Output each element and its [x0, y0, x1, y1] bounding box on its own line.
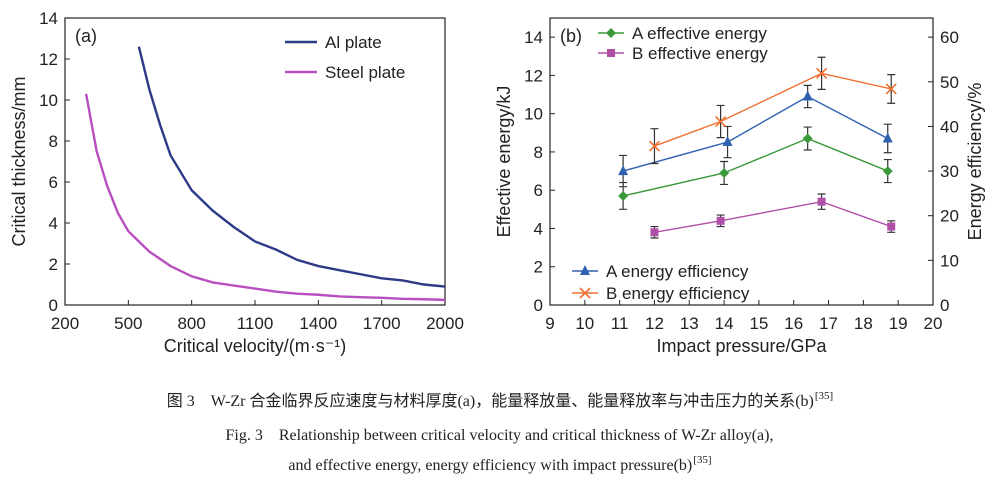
marker [719, 167, 730, 178]
y-tick-label: 0 [534, 296, 543, 315]
y2-axis-label: Energy efficiency/% [965, 83, 985, 241]
y-tick-label: 4 [534, 219, 543, 238]
marker [715, 115, 727, 128]
x-tick-label: 1400 [299, 314, 337, 333]
marker [579, 287, 591, 299]
x-tick-label: 2000 [426, 314, 464, 333]
y-tick-label: 14 [524, 28, 543, 47]
x-tick-label: 15 [749, 314, 768, 333]
legend-label: B energy efficiency [606, 284, 750, 303]
legend-label: A effective energy [632, 24, 767, 43]
marker [618, 190, 629, 201]
legend-label: Steel plate [325, 63, 405, 82]
y-tick-label: 8 [49, 132, 58, 151]
marker [650, 228, 659, 237]
plot-frame [549, 17, 934, 306]
series-line [622, 137, 888, 197]
series-line [137, 46, 446, 288]
series-line [622, 95, 889, 172]
marker [885, 83, 897, 95]
panel-label: (b) [560, 26, 582, 46]
marker [716, 216, 725, 225]
y-tick-label: 8 [534, 143, 543, 162]
marker [606, 28, 616, 38]
y-tick-label: 6 [534, 181, 543, 200]
x-axis-label: Impact pressure/GPa [656, 336, 827, 356]
marker [887, 222, 896, 231]
series-line [654, 72, 892, 147]
marker [648, 140, 661, 152]
x-tick-label: 10 [575, 314, 594, 333]
marker [882, 132, 893, 143]
caption-ref: [35] [693, 454, 711, 466]
plot-frame [64, 17, 446, 306]
x-tick-label: 13 [680, 314, 699, 333]
caption-line: 图 3 W-Zr 合金临界反应速度与材料厚度(a)，能量释放量、能量释放率与冲击… [167, 391, 814, 410]
marker [580, 265, 590, 275]
series-line [654, 200, 892, 233]
y2-tick-label: 60 [940, 28, 959, 47]
x-tick-label: 18 [854, 314, 873, 333]
marker [816, 67, 828, 79]
caption-line: and effective energy, energy efficiency … [288, 457, 692, 474]
x-tick-label: 12 [645, 314, 664, 333]
marker [722, 136, 733, 147]
y2-tick-label: 10 [940, 251, 959, 270]
legend-label: B effective energy [632, 44, 768, 63]
x-tick-label: 20 [924, 314, 943, 333]
x-tick-label: 11 [611, 314, 629, 333]
y-tick-label: 10 [524, 105, 543, 124]
y-axis-label: Critical thickness/mm [9, 76, 29, 246]
x-tick-label: 1700 [363, 314, 401, 333]
caption-ref: [35] [815, 390, 833, 402]
marker [607, 49, 615, 57]
marker [817, 197, 826, 206]
y-tick-label: 2 [49, 255, 58, 274]
caption-line: Fig. 3 Relationship between critical vel… [226, 427, 774, 444]
x-tick-label: 17 [819, 314, 838, 333]
y2-tick-label: 30 [940, 162, 959, 181]
marker [802, 90, 813, 101]
y2-tick-label: 50 [940, 73, 959, 92]
y-tick-label: 12 [524, 66, 543, 85]
y2-tick-label: 20 [940, 207, 959, 226]
y-tick-label: 14 [39, 9, 58, 28]
y-axis-label: Effective energy/kJ [494, 86, 514, 238]
y2-tick-label: 0 [940, 296, 949, 315]
x-tick-label: 19 [889, 314, 908, 333]
series-line [84, 93, 446, 302]
marker [802, 133, 813, 144]
x-tick-label: 1100 [237, 314, 274, 333]
y2-tick-label: 40 [940, 117, 959, 136]
y-tick-label: 12 [39, 50, 58, 69]
x-tick-label: 14 [715, 314, 734, 333]
legend-label: Al plate [325, 33, 382, 52]
x-tick-label: 800 [177, 314, 205, 333]
y-tick-label: 2 [534, 258, 543, 277]
x-tick-label: 500 [114, 314, 142, 333]
y-tick-label: 4 [49, 214, 58, 233]
x-tick-label: 16 [784, 314, 803, 333]
legend-label: A energy efficiency [606, 262, 749, 281]
marker [882, 166, 893, 177]
marker [618, 165, 629, 176]
x-tick-label: 200 [51, 314, 79, 333]
y-tick-label: 6 [49, 173, 58, 192]
x-axis-label: Critical velocity/(m·s⁻¹) [164, 336, 347, 356]
y-tick-label: 0 [49, 296, 58, 315]
x-tick-label: 9 [545, 314, 554, 333]
y-tick-label: 10 [39, 91, 58, 110]
panel-label: (a) [75, 26, 97, 46]
